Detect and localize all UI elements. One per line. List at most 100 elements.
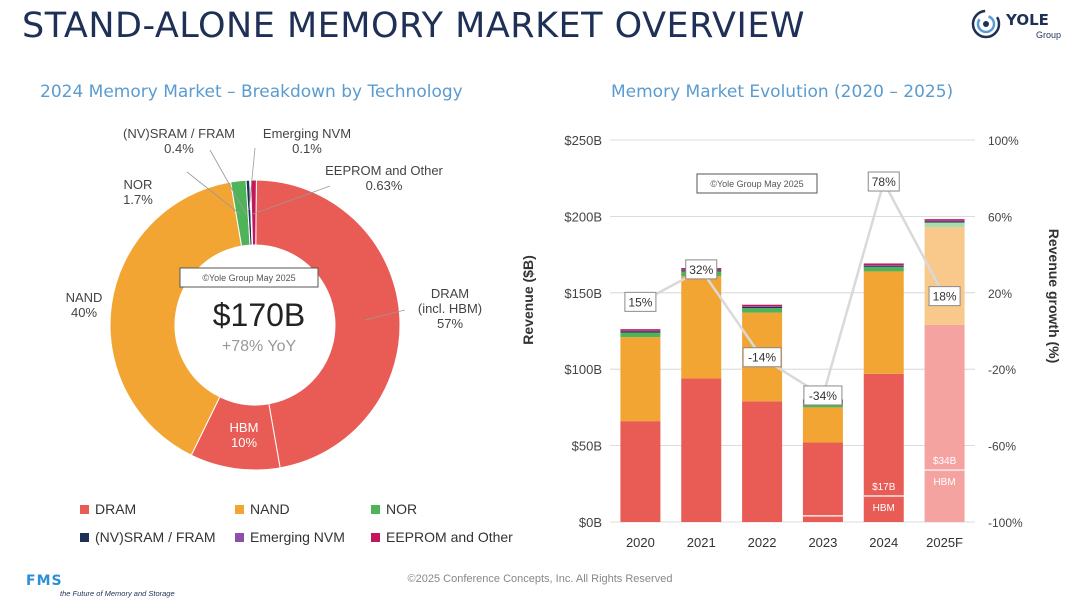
y2-axis-title: Revenue growth (%) [1046, 229, 1062, 364]
footer-copyright: ©2025 Conference Concepts, Inc. All Righ… [407, 573, 673, 585]
x-tick-label: 2020 [626, 535, 655, 550]
bar-segment-dram-2020 [620, 421, 661, 522]
bar-segment-emerging-nvm-2025F [924, 220, 965, 222]
y2-tick-label: 60% [988, 210, 1012, 224]
pie-label-hbm-0: HBM [230, 420, 259, 435]
x-tick-label: 2025F [926, 535, 963, 550]
growth-label: 78% [872, 175, 896, 189]
legend-label: DRAM [95, 501, 137, 517]
bar-segment-nand-2024 [863, 271, 904, 374]
legend-item--nv-sram-fram: (NV)SRAM / FRAM [80, 529, 216, 545]
pie-label-nand-0: NAND [66, 290, 103, 305]
bar-segment-nor-2024 [863, 266, 904, 272]
legend-label: NAND [250, 501, 290, 517]
bar-segment-emerging-nvm-2020 [620, 330, 661, 332]
legend-label: Emerging NVM [250, 529, 345, 545]
pie-label-dram-0: DRAM [431, 286, 469, 301]
growth-label-box [867, 171, 900, 192]
y2-tick-label: -20% [988, 363, 1016, 377]
legend-item-nand: NAND [235, 501, 290, 517]
bar-segment-eeprom-and-other-2020 [620, 329, 661, 331]
pie-label-emerging-1: 0.1% [292, 141, 322, 156]
legend-label: NOR [386, 501, 418, 517]
y-tick-label: $50B [572, 439, 602, 454]
right-chart-title: Memory Market Evolution (2020 – 2025) [611, 82, 954, 102]
hbm-label-2024-1: HBM [873, 503, 895, 514]
legend-swatch [235, 504, 244, 514]
leader-dram [364, 309, 406, 321]
leader-sram [209, 149, 247, 215]
pie-total-growth: +78% YoY [222, 338, 297, 355]
bar-segment-dram-2022 [742, 401, 783, 522]
y2-tick-label: -100% [988, 516, 1023, 530]
pie-label-nand-1: 40% [71, 305, 97, 320]
y-tick-label: $150B [564, 286, 602, 301]
y2-tick-label: 20% [988, 287, 1012, 301]
x-tick-label: 2024 [869, 535, 898, 550]
hbm-label-2024-0: $17B [872, 482, 896, 493]
y-tick-label: $100B [564, 362, 602, 377]
yole-logo: YOLE Group [970, 8, 1070, 44]
legend-label: EEPROM and Other [386, 529, 513, 545]
bar-segment--nv-sram-fram-2025F [924, 221, 965, 223]
y-tick-label: $250B [564, 133, 602, 148]
pie-label-sram-1: 0.4% [164, 141, 194, 156]
hbm-label-2025F-1: HBM [933, 477, 955, 488]
bar-segment-nand-2021 [681, 275, 722, 379]
bar-segment-dram-2024 [863, 373, 904, 522]
x-tick-label: 2023 [808, 535, 837, 550]
legend-item-eeprom-and-other: EEPROM and Other [371, 529, 513, 545]
pie-total-value: $170B [213, 297, 306, 333]
donut-slice-nand [109, 181, 243, 456]
y-tick-label: $0B [579, 515, 602, 530]
pie-label-hbm-1: 10% [231, 435, 257, 450]
bar-segment-nor-2020 [620, 332, 661, 338]
x-tick-label: 2022 [748, 535, 777, 550]
legend-item-dram: DRAM [80, 501, 136, 517]
bar-segment-nand-2020 [620, 337, 661, 422]
pie-label-nor-1: 1.7% [123, 192, 153, 207]
fms-tagline: the Future of Memory and Storage [60, 589, 175, 598]
growth-label-box [624, 291, 657, 312]
bar-segment-emerging-nvm-2024 [863, 264, 904, 266]
pie-label-dram-1: (incl. HBM) [418, 301, 482, 316]
fms-mark: FMS [26, 573, 63, 589]
pie-watermark: ©Yole Group May 2025 [202, 273, 295, 283]
leader-nor [186, 171, 241, 215]
logo-name: YOLE [1006, 11, 1049, 29]
pie-label-eeprom-1: 0.63% [366, 178, 403, 193]
bar-segment-nor-2022 [742, 308, 783, 313]
y2-tick-label: 100% [988, 134, 1019, 148]
growth-label-box [803, 385, 843, 406]
legend-swatch [80, 532, 89, 542]
donut-slice-eeprom [250, 179, 257, 246]
pie-label-nor-0: NOR [124, 177, 153, 192]
bar-segment--nv-sram-fram-2024 [863, 265, 904, 267]
legend-label: (NV)SRAM / FRAM [95, 529, 216, 545]
bar-segment-eeprom-and-other-2024 [863, 263, 904, 265]
growth-label: 15% [628, 295, 652, 309]
bar-watermark: ©Yole Group May 2025 [710, 179, 803, 189]
bar-segment--nv-sram-fram-2020 [620, 331, 661, 333]
legend-item-emerging-nvm: Emerging NVM [235, 529, 345, 545]
bar-segment-nor-2025F [924, 222, 965, 228]
logo-sub: Group [1036, 30, 1062, 40]
bar-segment-emerging-nvm-2022 [742, 306, 783, 308]
legend-swatch [371, 504, 380, 514]
bar-segment-nand-2023 [802, 407, 843, 443]
pie-label-emerging-0: Emerging NVM [263, 126, 351, 141]
x-tick-label: 2021 [687, 535, 716, 550]
growth-label: 18% [933, 290, 957, 304]
bar-segment-dram-2023 [802, 442, 843, 522]
pie-watermark-box [179, 267, 319, 288]
growth-label: 32% [689, 263, 713, 277]
bar-segment-dram-2025F [924, 324, 965, 522]
legend-swatch [235, 532, 244, 542]
leader-emerging [248, 147, 256, 211]
yole-logo-icon [971, 9, 1001, 39]
bar-watermark-box [696, 173, 818, 194]
growth-label-box [685, 259, 718, 280]
bar-segment-eeprom-and-other-2025F [924, 219, 965, 221]
